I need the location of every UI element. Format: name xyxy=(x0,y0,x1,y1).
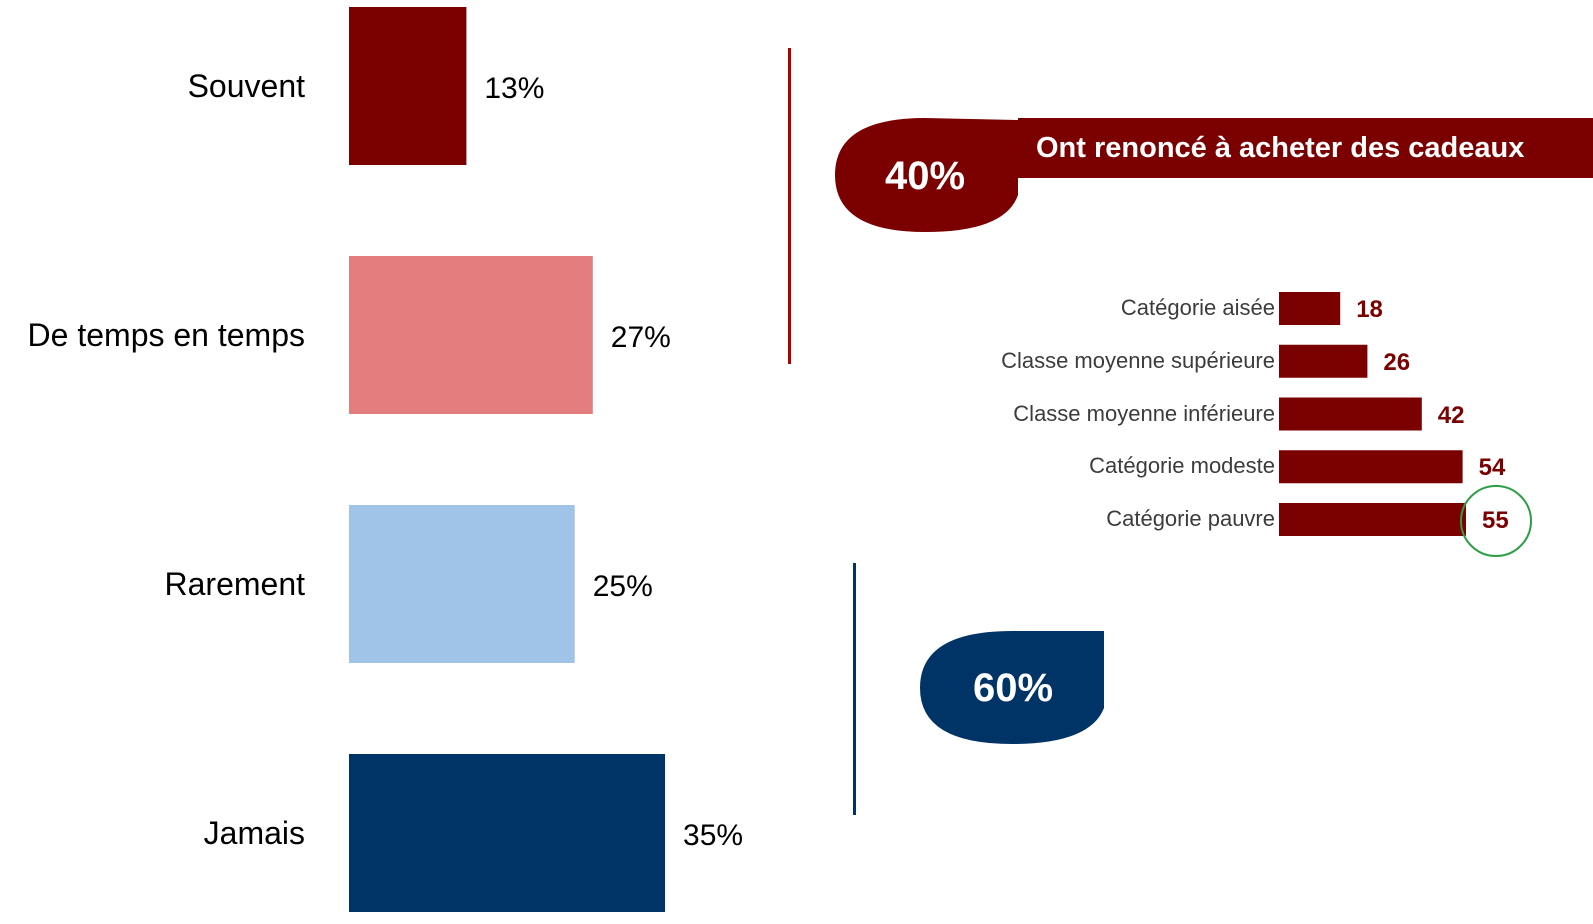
value-label: 35% xyxy=(683,819,744,852)
bar-rarement xyxy=(349,505,575,663)
red-callout-banner: Ont renoncé à acheter des cadeaux xyxy=(1018,118,1593,178)
sub-category-label: Classe moyenne supérieure xyxy=(1001,347,1275,373)
sub-bar xyxy=(1279,397,1422,431)
sub-category-label: Classe moyenne inférieure xyxy=(1013,400,1275,426)
bar-souvent xyxy=(349,7,467,165)
value-label: 27% xyxy=(610,321,671,354)
sub-value-label: 54 xyxy=(1478,454,1506,482)
category-label: Rarement xyxy=(164,566,306,602)
sub-value-label: 18 xyxy=(1356,296,1383,323)
sub-category-label: Catégorie modeste xyxy=(1089,453,1275,479)
blue-divider xyxy=(853,563,856,815)
sub-bar xyxy=(1279,344,1368,378)
value-label: 13% xyxy=(484,72,545,105)
category-label: Souvent xyxy=(187,68,305,104)
sub-value-label: 55 xyxy=(1482,507,1509,534)
category-label: De temps en temps xyxy=(27,317,305,353)
sub-category-label: Catégorie aisée xyxy=(1120,295,1275,320)
red-callout-value: 40% xyxy=(884,154,966,198)
sub-category-label: Catégorie pauvre xyxy=(1106,506,1275,531)
highlight-circle xyxy=(1460,485,1532,557)
blue-callout-value: 60% xyxy=(972,666,1054,710)
sub-value-label: 42 xyxy=(1437,401,1465,429)
sub-bar xyxy=(1279,292,1341,325)
sub-value-label: 26 xyxy=(1383,348,1411,376)
bar-jamais xyxy=(349,754,666,912)
sub-bar xyxy=(1279,450,1463,484)
main-bar-chart xyxy=(349,7,666,912)
bar-de-temps-en-temps xyxy=(349,256,593,414)
value-label: 25% xyxy=(592,570,653,603)
red-divider xyxy=(788,48,791,364)
category-label: Jamais xyxy=(203,815,305,851)
sub-bar xyxy=(1279,503,1466,536)
